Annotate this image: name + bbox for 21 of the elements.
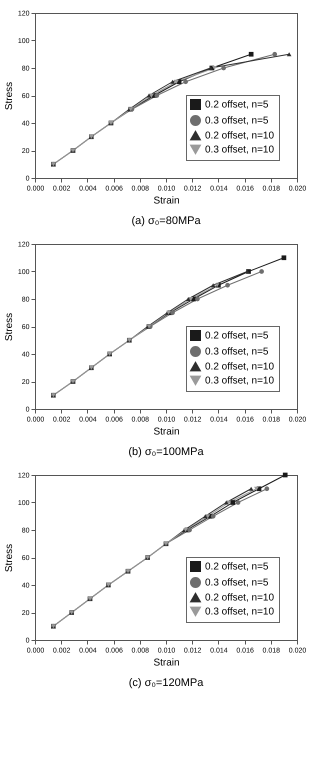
legend-label: 0.3 offset, n=5	[205, 578, 269, 588]
y-axis-title: Stress	[4, 312, 15, 342]
legend-label: 0.2 offset, n=10	[205, 130, 274, 142]
legend-label: 0.2 offset, n=5	[205, 330, 269, 342]
legend-label: 0.3 offset, n=10	[205, 606, 274, 618]
x-axis-title: Strain	[153, 426, 180, 438]
text: (c) σ₀=120MPa	[128, 677, 204, 689]
legend-label: 0.3 offset, n=10	[205, 376, 274, 386]
legend-label: 0.3 offset, n=5	[205, 346, 269, 358]
legend-label: 0.2 offset, n=10	[205, 362, 274, 372]
legend-label: 0.2 offset, n=5	[205, 100, 269, 110]
x-axis-title: Strain	[153, 196, 180, 206]
legend-label: 0.2 offset, n=5	[205, 562, 269, 572]
legend-label: 0.3 offset, n=10	[205, 144, 274, 156]
y-axis-title: Stress	[4, 544, 15, 572]
y-axis-title: Stress	[4, 82, 15, 110]
text: (a) σ₀=80MPa	[131, 215, 202, 227]
legend-label: 0.2 offset, n=10	[205, 592, 274, 604]
legend-label: 0.3 offset, n=5	[205, 116, 269, 126]
text: (b) σ₀=100MPa	[128, 446, 205, 458]
x-axis-title: Strain	[153, 658, 180, 668]
